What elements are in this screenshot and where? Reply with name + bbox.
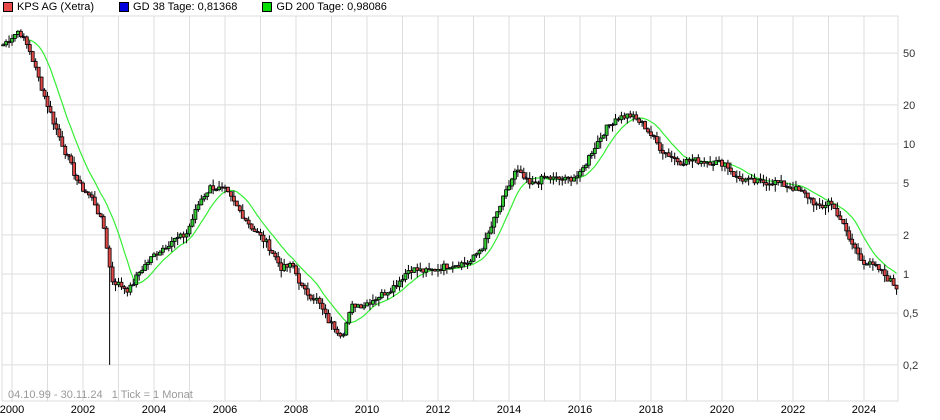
svg-text:1: 1 (903, 269, 909, 281)
legend-label: GD 38 Tage: 0,81368 (133, 1, 238, 13)
legend-item-ma38: GD 38 Tage: 0,81368 (119, 1, 237, 13)
legend-label: GD 200 Tage: 0,98086 (276, 1, 387, 13)
ma200-swatch-icon (262, 2, 273, 12)
legend-item-ma200: GD 200 Tage: 0,98086 (262, 1, 387, 13)
svg-text:2014: 2014 (497, 404, 521, 416)
chart-footnote: 04.10.99 - 30.11.24 1 Tick = 1 Monat (8, 389, 193, 401)
svg-text:2020: 2020 (710, 404, 734, 416)
svg-text:0,2: 0,2 (903, 360, 918, 372)
svg-text:2016: 2016 (568, 404, 592, 416)
svg-text:2008: 2008 (284, 404, 308, 416)
svg-text:2018: 2018 (639, 404, 663, 416)
svg-text:2002: 2002 (71, 404, 95, 416)
date-range: 04.10.99 - 30.11.24 (8, 389, 103, 401)
legend-item-price: KPS AG (Xetra) (3, 1, 94, 13)
chart-grid (1, 15, 899, 402)
svg-text:50: 50 (903, 48, 915, 60)
svg-text:2000: 2000 (0, 404, 24, 416)
chart-legend: KPS AG (Xetra) GD 38 Tage: 0,81368 GD 20… (0, 0, 409, 14)
svg-text:2010: 2010 (355, 404, 379, 416)
svg-text:2004: 2004 (142, 404, 166, 416)
svg-text:20: 20 (903, 100, 915, 112)
svg-text:0,5: 0,5 (903, 308, 918, 320)
svg-text:2006: 2006 (213, 404, 237, 416)
price-swatch-icon (3, 2, 13, 12)
svg-text:2024: 2024 (852, 404, 876, 416)
svg-text:2012: 2012 (426, 404, 450, 416)
svg-text:10: 10 (903, 139, 915, 151)
svg-text:2022: 2022 (781, 404, 805, 416)
tick-info: 1 Tick = 1 Monat (111, 389, 193, 401)
legend-label: KPS AG (Xetra) (17, 1, 95, 13)
svg-text:5: 5 (903, 178, 909, 190)
x-axis: 2000 2002 2004 2006 2008 2010 2012 2014 2016 2018… (0, 404, 876, 416)
ma38-swatch-icon (119, 2, 130, 12)
candlestick-series (1, 29, 899, 365)
y-axis: 50 20 10 5 2 1 0,5 0,2 (903, 48, 918, 372)
svg-text:2: 2 (903, 230, 909, 242)
